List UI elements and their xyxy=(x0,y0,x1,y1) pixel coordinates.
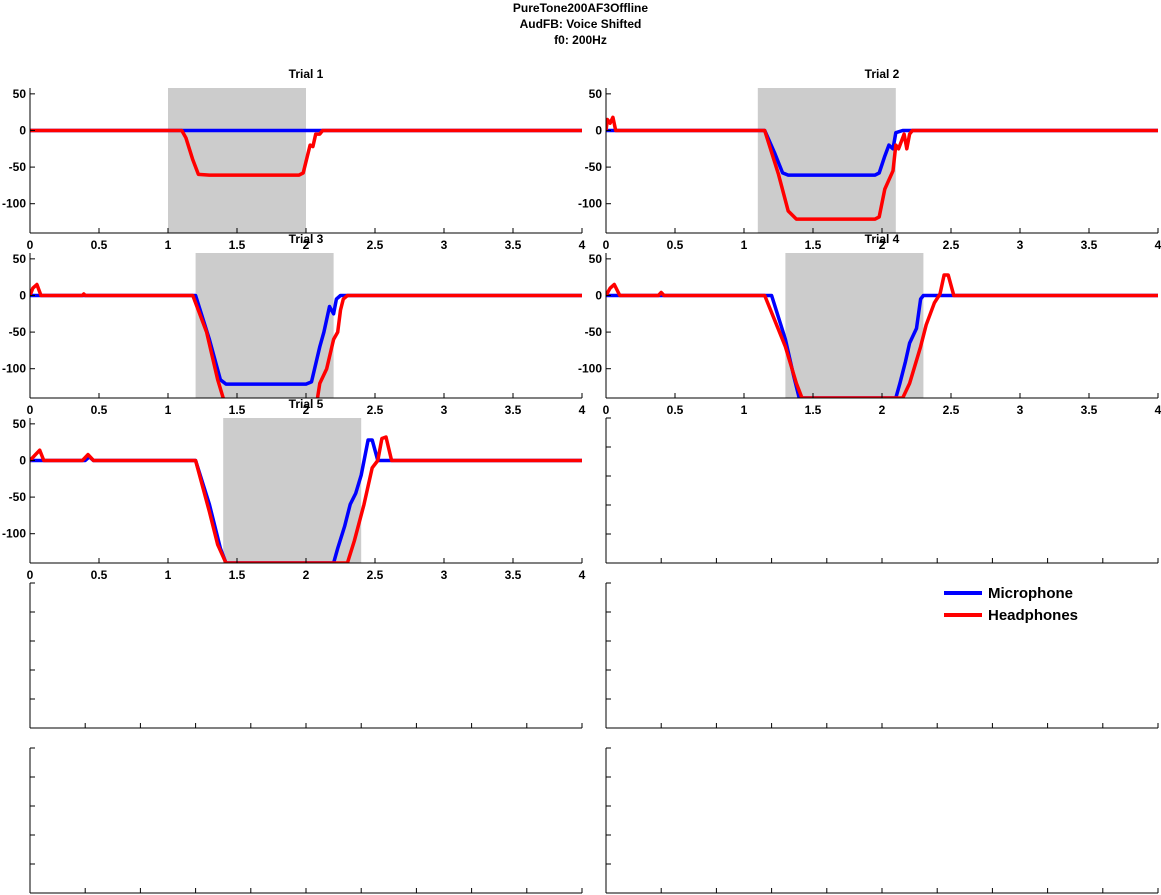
x-tick-label: 1 xyxy=(165,238,172,252)
x-tick-label: 2.5 xyxy=(943,238,960,252)
y-tick-label: -100 xyxy=(2,197,26,211)
x-tick-label: 0 xyxy=(603,238,610,252)
x-tick-label: 1.5 xyxy=(229,568,246,582)
x-tick-label: 1.5 xyxy=(805,238,822,252)
subplot-title: Trial 5 xyxy=(289,397,324,411)
subplot-title: Trial 1 xyxy=(289,67,324,81)
x-tick-label: 2.5 xyxy=(367,568,384,582)
x-tick-label: 0 xyxy=(27,568,34,582)
perturbation-shade xyxy=(168,88,306,233)
x-tick-label: 3 xyxy=(441,238,448,252)
figure-title-line-1: PureTone200AF3Offline xyxy=(512,1,649,15)
y-tick-label: -50 xyxy=(585,160,603,174)
legend-label-microphone: Microphone xyxy=(988,585,1073,602)
y-tick-label: -50 xyxy=(9,490,27,504)
y-tick-label: -50 xyxy=(585,325,603,339)
subplot-title: Trial 2 xyxy=(865,67,900,81)
legend-label-headphones: Headphones xyxy=(988,607,1078,624)
series-line-headphones xyxy=(30,282,582,398)
y-tick-label: 0 xyxy=(595,123,602,137)
x-tick-label: 3 xyxy=(441,568,448,582)
x-tick-label: 2 xyxy=(303,238,310,252)
figure-title-line-2: AudFB: Voice Shifted xyxy=(519,17,642,31)
subplot-trial-2: 50 0 -50 -100 0 0.5 1 1.5 2 2.5 3 3.5 4 Trial 2 xyxy=(578,67,1161,252)
x-tick-label: 3.5 xyxy=(505,238,522,252)
x-tick-label: 3 xyxy=(1017,238,1024,252)
x-tick-label: 0 xyxy=(27,238,34,252)
series-line-headphones xyxy=(606,115,1158,221)
empty-axes-panel xyxy=(605,582,1159,729)
y-tick-label: 0 xyxy=(19,288,26,302)
x-tick-label: 3.5 xyxy=(505,403,522,417)
perturbation-shade xyxy=(223,418,362,563)
x-tick-label: 3.5 xyxy=(505,568,522,582)
x-tick-label: 1 xyxy=(165,568,172,582)
subplot-title: Trial 4 xyxy=(865,232,900,246)
y-tick-label: -100 xyxy=(578,197,602,211)
legend: Microphone Headphones xyxy=(944,585,1078,624)
x-tick-label: 3.5 xyxy=(1081,238,1098,252)
x-tick-label: 1.5 xyxy=(229,403,246,417)
x-tick-label: 2 xyxy=(879,238,886,252)
perturbation-shade xyxy=(785,253,924,398)
x-tick-label: 0.5 xyxy=(667,403,684,417)
series-line-headphones xyxy=(30,128,582,177)
x-tick-label: 2 xyxy=(303,568,310,582)
x-tick-label: 4 xyxy=(1155,403,1161,417)
x-tick-label: 2.5 xyxy=(367,403,384,417)
x-tick-label: 2 xyxy=(303,403,310,417)
x-tick-label: 3 xyxy=(1017,403,1024,417)
x-tick-label: 4 xyxy=(579,238,586,252)
y-tick-label: 50 xyxy=(589,252,603,266)
subplot-trial-1: 50 0 -50 -100 0 0.5 1 1.5 2 2.5 3 3.5 4 Trial 1 xyxy=(2,67,586,252)
x-tick-label: 0 xyxy=(27,403,34,417)
x-tick-label: 1 xyxy=(741,238,748,252)
x-tick-label: 0.5 xyxy=(667,238,684,252)
y-tick-label: 50 xyxy=(13,87,27,101)
x-tick-label: 4 xyxy=(579,568,586,582)
y-tick-label: -50 xyxy=(9,325,27,339)
empty-axes-panel xyxy=(605,417,1159,564)
empty-axes-panel xyxy=(29,582,583,729)
x-tick-label: 1 xyxy=(165,403,172,417)
empty-axes-panel xyxy=(605,747,1159,894)
x-tick-label: 1 xyxy=(741,403,748,417)
y-tick-label: 50 xyxy=(13,417,27,431)
x-tick-label: 0.5 xyxy=(91,238,108,252)
figure-title: PureTone200AF3Offline AudFB: Voice Shift… xyxy=(0,0,1161,48)
x-tick-label: 3 xyxy=(441,403,448,417)
y-tick-label: 50 xyxy=(589,87,603,101)
x-tick-label: 3.5 xyxy=(1081,403,1098,417)
y-tick-label: -100 xyxy=(2,362,26,376)
x-tick-label: 2 xyxy=(879,403,886,417)
y-tick-label: -100 xyxy=(2,527,26,541)
x-tick-label: 1.5 xyxy=(805,403,822,417)
x-tick-label: 1.5 xyxy=(229,238,246,252)
x-tick-label: 2.5 xyxy=(367,238,384,252)
x-tick-label: 0 xyxy=(603,403,610,417)
x-tick-label: 0.5 xyxy=(91,568,108,582)
series-line-headphones xyxy=(30,435,582,563)
y-tick-label: -100 xyxy=(578,362,602,376)
x-tick-label: 4 xyxy=(579,403,586,417)
figure-title-line-3: f0: 200Hz xyxy=(554,33,607,47)
series-line-microphone xyxy=(606,128,1158,177)
y-tick-label: -50 xyxy=(9,160,27,174)
y-tick-label: 0 xyxy=(595,288,602,302)
x-tick-label: 0.5 xyxy=(91,403,108,417)
x-tick-label: 4 xyxy=(1155,238,1161,252)
y-tick-label: 0 xyxy=(19,123,26,137)
y-tick-label: 50 xyxy=(13,252,27,266)
perturbation-shade xyxy=(757,88,896,233)
y-tick-label: 0 xyxy=(19,453,26,467)
x-tick-label: 2.5 xyxy=(943,403,960,417)
empty-axes-panel xyxy=(29,747,583,894)
subplot-title: Trial 3 xyxy=(289,232,324,246)
series-line-headphones xyxy=(606,273,1158,398)
